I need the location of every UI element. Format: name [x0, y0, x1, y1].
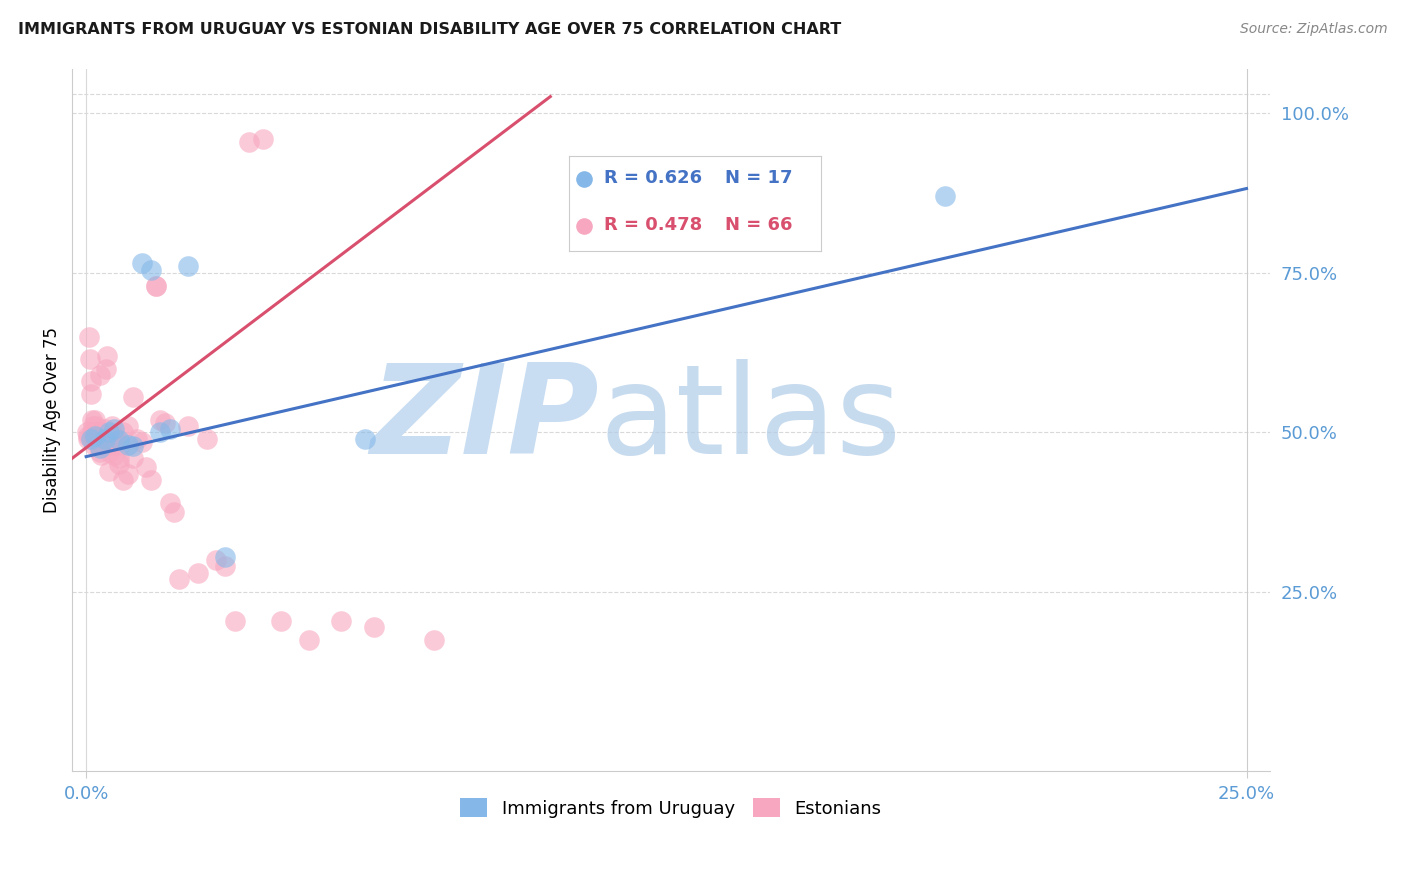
Point	[145, 278, 167, 293]
Point	[98, 425, 121, 440]
Point	[127, 432, 149, 446]
Point	[159, 422, 181, 436]
Point	[89, 444, 111, 458]
Text: Source: ZipAtlas.com: Source: ZipAtlas.com	[1240, 22, 1388, 37]
Point	[86, 419, 108, 434]
Point	[83, 432, 105, 446]
Point	[98, 438, 121, 452]
Point	[79, 351, 101, 366]
Point	[139, 473, 162, 487]
Point	[167, 572, 190, 586]
Point	[131, 434, 153, 449]
Point	[149, 425, 172, 440]
Text: IMMIGRANTS FROM URUGUAY VS ESTONIAN DISABILITY AGE OVER 75 CORRELATION CHART: IMMIGRANTS FROM URUGUAY VS ESTONIAN DISA…	[18, 22, 842, 37]
Point	[121, 450, 143, 465]
Point	[107, 458, 129, 472]
Point	[96, 349, 118, 363]
Point	[177, 419, 200, 434]
Text: ZIP: ZIP	[370, 359, 599, 480]
Point	[363, 620, 385, 634]
Point	[89, 425, 111, 440]
Point	[121, 439, 143, 453]
Point	[214, 549, 236, 564]
Point	[270, 614, 292, 628]
Point	[187, 566, 209, 580]
Point	[76, 432, 98, 446]
Point	[177, 260, 200, 274]
Point	[145, 278, 167, 293]
Point	[934, 189, 956, 203]
Point	[159, 495, 181, 509]
Point	[112, 425, 135, 440]
Point	[87, 438, 110, 452]
Point	[107, 450, 129, 465]
Point	[77, 428, 100, 442]
Point	[112, 473, 135, 487]
Point	[117, 419, 139, 434]
Point	[110, 438, 132, 452]
Point	[84, 412, 107, 426]
Y-axis label: Disability Age Over 75: Disability Age Over 75	[44, 326, 60, 513]
Point	[89, 442, 111, 456]
Point	[90, 448, 112, 462]
Point	[89, 432, 111, 446]
Point	[93, 432, 115, 446]
Point	[103, 438, 125, 452]
Point	[82, 412, 104, 426]
Point	[98, 464, 121, 478]
Point	[423, 632, 446, 647]
Text: atlas: atlas	[599, 359, 901, 480]
Point	[135, 460, 157, 475]
Point	[89, 368, 111, 382]
Point	[104, 428, 127, 442]
Point	[91, 438, 114, 452]
Point	[80, 432, 103, 446]
Point	[117, 438, 139, 452]
Point	[80, 425, 103, 440]
Point	[214, 559, 236, 574]
Point	[117, 467, 139, 481]
Legend: Immigrants from Uruguay, Estonians: Immigrants from Uruguay, Estonians	[453, 791, 889, 825]
Point	[238, 135, 260, 149]
Point	[131, 256, 153, 270]
Point	[83, 438, 105, 452]
Point	[149, 412, 172, 426]
Point	[121, 390, 143, 404]
Point	[93, 422, 115, 436]
Point	[252, 132, 274, 146]
Point	[195, 432, 218, 446]
Point	[94, 361, 117, 376]
Point	[82, 419, 104, 434]
Point	[139, 262, 162, 277]
Point	[163, 505, 186, 519]
Point	[205, 553, 228, 567]
Point	[353, 432, 375, 446]
Point	[153, 416, 176, 430]
Point	[93, 432, 115, 446]
Point	[224, 614, 246, 628]
Point	[103, 422, 125, 436]
Point	[330, 614, 353, 628]
Point	[76, 425, 98, 440]
Point	[298, 632, 321, 647]
Point	[98, 444, 121, 458]
Point	[80, 387, 103, 401]
Point	[84, 428, 107, 442]
Point	[107, 433, 129, 447]
Point	[103, 448, 125, 462]
Point	[84, 425, 107, 440]
Point	[80, 374, 103, 388]
Point	[77, 329, 100, 343]
Point	[100, 419, 122, 434]
